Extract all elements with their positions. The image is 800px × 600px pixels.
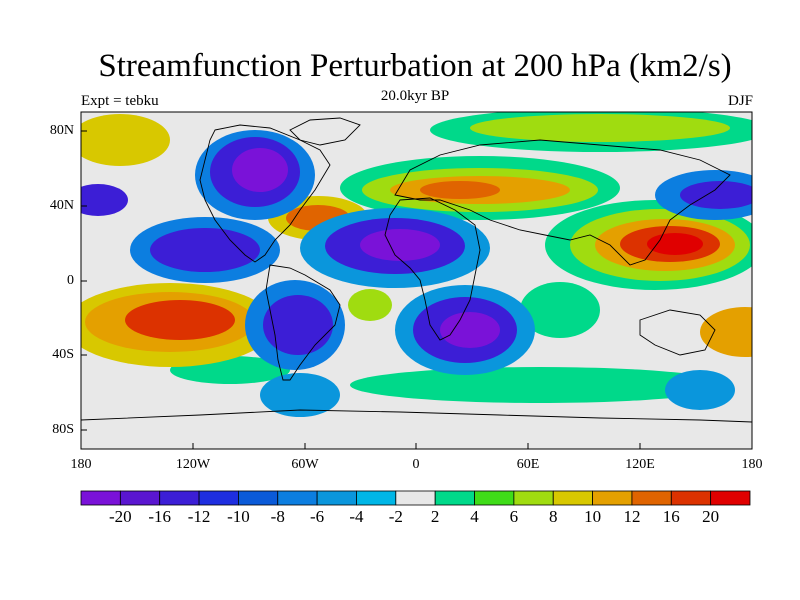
lat-tick-40n: 40N: [49, 198, 74, 213]
colorbar-swatch: [316, 490, 357, 506]
contour-nam-low-3: [232, 148, 288, 192]
colorbar-swatch: [277, 490, 318, 506]
colorbar-swatch: [356, 490, 397, 506]
colorbar-swatch: [395, 490, 436, 506]
colorbar-label: 2: [430, 507, 440, 526]
colorbar-label: 8: [548, 507, 558, 526]
coastline-greenland: [289, 117, 361, 146]
colorbar-label: -8: [270, 507, 285, 526]
colorbar-label: -10: [227, 507, 250, 526]
colorbar-label: -16: [148, 507, 172, 526]
colorbar-label: -20: [109, 507, 132, 526]
colorbar-label: 20: [702, 507, 720, 526]
contour-drake-low: [260, 373, 340, 417]
lon-tick-180w: 180: [70, 457, 92, 472]
colorbar-swatch: [474, 490, 515, 506]
contour-npac-low-2: [680, 181, 752, 209]
coastline-antarctica: [81, 409, 752, 423]
colorbar-label: 10: [584, 507, 602, 526]
colorbar-label: -6: [310, 507, 325, 526]
lon-tick-60e: 60E: [516, 457, 540, 472]
colorbar: [80, 490, 751, 506]
map-subtitle: 20.0kyr BP: [380, 88, 450, 104]
coastlines: [81, 117, 752, 423]
colorbar-label: 12: [623, 507, 641, 526]
map-title: Streamfunction Perturbation at 200 hPa (…: [98, 48, 732, 84]
colorbar-swatch: [80, 490, 121, 506]
lon-tick-180e: 180: [741, 457, 763, 472]
contour-sam-low-2: [263, 295, 333, 355]
experiment-label: Expt = tebku: [81, 93, 159, 109]
contour-spac-high-east: [700, 307, 752, 357]
axis-ticks: [80, 130, 753, 449]
colorbar-swatch: [159, 490, 200, 506]
lat-tick-80n: 80N: [49, 123, 74, 138]
coastline-eurasia: [394, 139, 731, 266]
contour-eurasia-high-4: [420, 181, 500, 199]
colorbar-swatch: [434, 490, 475, 506]
lon-tick-60w: 60W: [291, 457, 319, 472]
colorbar-swatch: [710, 490, 751, 506]
colorbar-swatch: [631, 490, 672, 506]
lat-tick-80s: 80S: [52, 422, 74, 437]
contour-epac-low-2: [150, 228, 260, 272]
contour-arctic-high: [470, 114, 730, 142]
contour-npac-low-west: [81, 184, 128, 216]
contour-satl-patch: [348, 289, 392, 321]
contour-indian-patch: [520, 282, 600, 338]
lon-tick-0: 0: [412, 457, 420, 472]
contour-arctic-west-high: [81, 114, 170, 166]
contour-tasman-low: [665, 370, 735, 410]
lat-tick-0: 0: [67, 273, 74, 288]
colorbar-label: 16: [662, 507, 680, 526]
colorbar-label: 6: [509, 507, 519, 526]
colorbar-swatch: [238, 490, 279, 506]
coastline-australia: [639, 309, 716, 356]
season-label: DJF: [727, 93, 753, 109]
colorbar-label: 4: [470, 507, 479, 526]
colorbar-swatch: [119, 490, 161, 506]
contour-southern-band: [350, 367, 730, 403]
colorbar-swatch: [198, 490, 239, 506]
coastline-north-america: [199, 124, 331, 263]
colorbar-label: -2: [388, 507, 403, 526]
coastline-south-america: [265, 264, 341, 381]
contour-atl-low-3: [360, 229, 440, 261]
contour-field: [81, 112, 752, 423]
lon-tick-120e: 120E: [625, 457, 655, 472]
lat-tick-40s: 40S: [52, 347, 74, 362]
contour-spac-high-3: [125, 300, 235, 340]
lon-tick-120w: 120W: [175, 457, 211, 472]
contour-wpac-high-5: [647, 233, 703, 255]
colorbar-swatch: [670, 490, 712, 506]
colorbar-swatch: [513, 490, 554, 506]
colorbar-swatch: [592, 490, 633, 506]
colorbar-swatch: [552, 490, 593, 506]
colorbar-label: -4: [349, 507, 364, 526]
coastline-africa: [384, 197, 481, 341]
contour-satl-low-3: [440, 312, 500, 348]
colorbar-label: -12: [187, 507, 211, 526]
